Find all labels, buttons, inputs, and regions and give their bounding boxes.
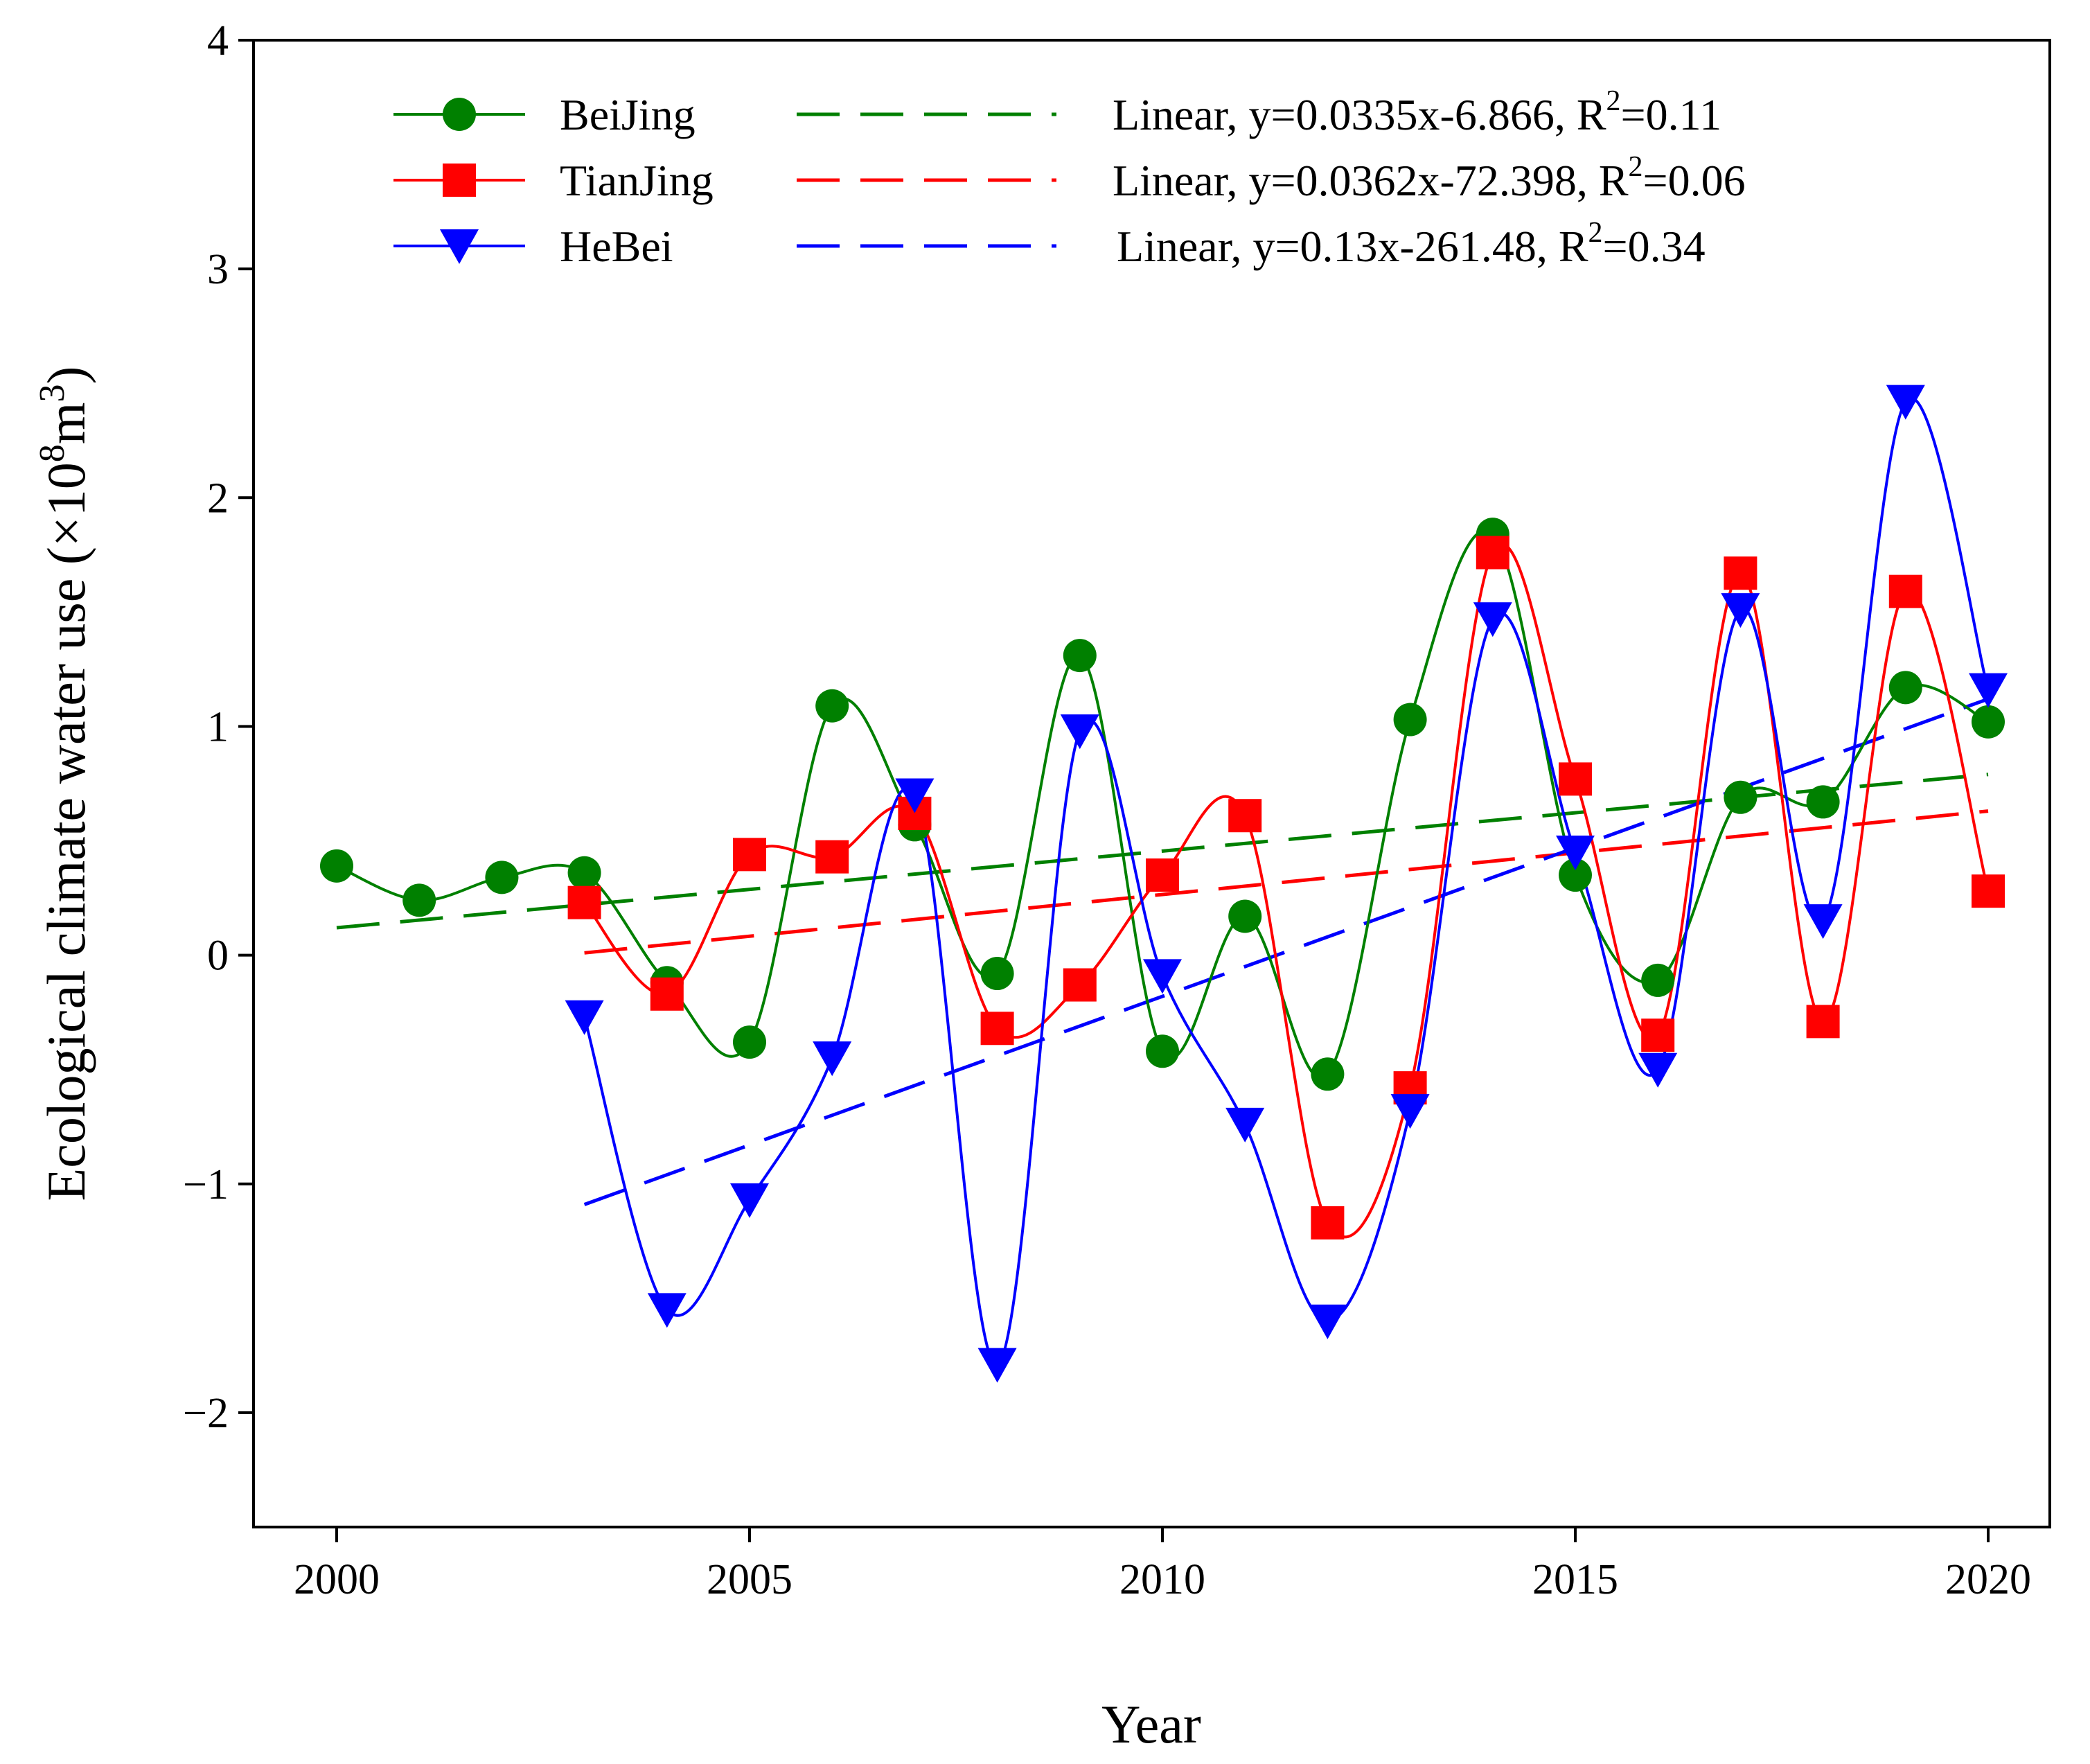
tianjing-data-point	[1972, 874, 2005, 908]
beijing-data-point	[1311, 1057, 1345, 1091]
hebei-data-point	[1969, 673, 2008, 708]
tianjing-trend-line	[584, 809, 1989, 955]
beijing-legend-label: BeiJing	[560, 90, 696, 139]
beijing-trend-equation: Linear, y=0.0335x-6.866, R2=0.11	[1113, 85, 1721, 139]
hebei-trend-equation: Linear, y=0.13x-261.48, R2=0.34	[1117, 217, 1706, 271]
hebei-data-point	[1886, 385, 1925, 420]
beijing-data-point	[1972, 705, 2005, 739]
tianjing-data-point	[1228, 799, 1262, 833]
hebei-trend-line	[583, 697, 1989, 1206]
x-tick-label: 2020	[1945, 1556, 2031, 1603]
hebei-data-point	[730, 1183, 769, 1218]
hebei-legend-marker	[440, 229, 479, 264]
hebei-data-point	[1473, 602, 1512, 637]
tianjing-data-point	[1641, 1018, 1675, 1052]
tianjing-data-point	[1311, 1206, 1345, 1240]
y-axis-title-close: )	[36, 367, 96, 385]
hebei-data-point	[1556, 836, 1595, 871]
tianjing-data-point	[1559, 762, 1592, 796]
beijing-data-point	[1888, 671, 1922, 705]
y-axis-title-unit: m	[36, 403, 96, 445]
tianjing-data-point	[1146, 858, 1179, 892]
x-tick-label: 2000	[294, 1556, 380, 1603]
y-tick-label: 2	[207, 475, 229, 522]
beijing-data-point	[485, 861, 519, 894]
hebei-data-point	[1308, 1304, 1347, 1339]
hebei-data-point	[647, 1293, 687, 1328]
tianjing-legend-marker	[443, 164, 476, 197]
y-axis: −2 −1 0 1 2 3 4	[183, 17, 254, 1437]
y-tick-label: 1	[207, 703, 229, 750]
beijing-data-point	[1806, 785, 1840, 819]
y-axis-title-exponent: 8	[33, 444, 72, 462]
beijing-data-point	[733, 1025, 766, 1059]
y-tick-label: −2	[183, 1390, 229, 1437]
plot-frame	[252, 39, 2051, 1528]
tianjing-data-point	[567, 885, 601, 919]
tianjing-data-point	[1063, 968, 1097, 1002]
tianjing-data-point	[980, 1012, 1014, 1046]
x-tick-label: 2015	[1532, 1556, 1618, 1603]
beijing-data-point	[1724, 780, 1757, 814]
hebei-data-point	[813, 1041, 852, 1077]
y-axis-title-main: Ecological climate water use (×10	[36, 462, 96, 1201]
tianjing-data-point	[1724, 556, 1757, 590]
x-axis-title: Year	[1101, 1694, 1201, 1754]
hebei-data-point	[1390, 1094, 1430, 1129]
hebei-data-point	[1803, 904, 1843, 940]
y-axis-title-unit-exponent: 3	[33, 385, 72, 403]
tianjing-data-point	[733, 838, 766, 872]
beijing-data-point	[320, 849, 353, 883]
y-tick-label: 4	[207, 17, 229, 64]
x-tick-label: 2005	[707, 1556, 792, 1603]
x-axis: 2000 2005 2010 2015 2020	[294, 1527, 2031, 1603]
tianjing-data-point	[1476, 536, 1509, 570]
series-markers	[320, 385, 2008, 1383]
beijing-data-point	[1393, 703, 1427, 737]
trendlines	[336, 697, 1989, 1206]
beijing-data-point	[1641, 963, 1675, 997]
tianjing-trend-equation: Linear, y=0.0362x-72.398, R2=0.06	[1113, 151, 1746, 205]
tianjing-data-point	[650, 977, 684, 1011]
beijing-data-point	[815, 689, 849, 723]
hebei-data-point	[1721, 593, 1760, 628]
tianjing-data-point	[1888, 574, 1922, 608]
beijing-legend-marker	[443, 98, 476, 131]
y-tick-label: 3	[207, 246, 229, 293]
legend: BeiJing Linear, y=0.0335x-6.866, R2=0.11 T…	[393, 85, 1746, 271]
hebei-data-point	[565, 1000, 604, 1035]
hebei-data-point	[895, 778, 935, 813]
hebei-data-point	[1638, 1052, 1678, 1088]
hebei-data-point	[1225, 1107, 1265, 1143]
y-tick-label: −1	[183, 1161, 229, 1208]
y-tick-label: 0	[207, 933, 229, 980]
x-tick-label: 2010	[1119, 1556, 1205, 1603]
hebei-data-point	[1143, 959, 1182, 994]
hebei-data-point	[1060, 714, 1099, 750]
beijing-data-point	[1228, 899, 1262, 933]
hebei-data-point	[977, 1348, 1017, 1383]
beijing-data-point	[980, 957, 1014, 991]
beijing-data-point	[402, 883, 436, 917]
y-axis-title: Ecological climate water use (×108m3)	[33, 367, 96, 1201]
beijing-data-point	[1063, 639, 1097, 673]
beijing-data-point	[1559, 858, 1592, 892]
hebei-legend-label: HeBei	[560, 222, 673, 271]
tianjing-data-point	[1806, 1005, 1840, 1039]
beijing-data-point	[567, 856, 601, 890]
tianjing-legend-label: TianJing	[560, 156, 714, 205]
beijing-data-point	[1146, 1034, 1179, 1068]
tianjing-data-point	[815, 840, 849, 874]
